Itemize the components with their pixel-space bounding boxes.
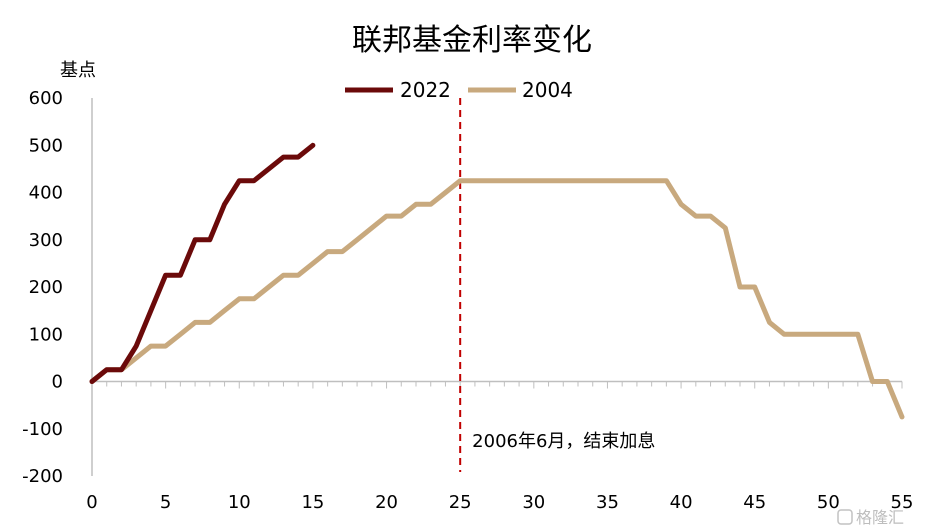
y-axis-ticks: -200 -100 0 100 200 300 400 500 600 — [22, 88, 63, 487]
y-tick-label: 100 — [29, 324, 63, 345]
legend-label-2004: 2004 — [522, 78, 573, 102]
x-tick-label: 0 — [86, 492, 97, 513]
x-tick-label: 50 — [817, 492, 840, 513]
watermark-logo-icon — [837, 509, 853, 525]
y-tick-label: 600 — [29, 88, 63, 109]
axes — [91, 98, 903, 476]
watermark-text: 格隆汇 — [856, 508, 904, 527]
y-tick-label: 300 — [29, 230, 63, 251]
x-axis-ticks: 0 5 10 15 20 25 30 35 40 45 50 55 — [86, 492, 913, 513]
series-line-2022 — [89, 142, 316, 384]
x-tick-label: 55 — [891, 492, 914, 513]
y-tick-label: -200 — [22, 466, 63, 487]
x-tick-label: 20 — [375, 492, 398, 513]
x-tick-label: 35 — [596, 492, 619, 513]
series-lines — [89, 142, 905, 420]
y-tick-label: -100 — [22, 419, 63, 440]
y-tick-label: 0 — [52, 372, 63, 393]
x-tick-label: 5 — [160, 492, 171, 513]
x-tick-label: 45 — [743, 492, 766, 513]
y-tick-label: 400 — [29, 183, 63, 204]
chart-title: 联邦基金利率变化 — [352, 23, 592, 58]
x-tick-label: 15 — [301, 492, 324, 513]
y-tick-label: 200 — [29, 277, 63, 298]
x-tick-label: 40 — [670, 492, 693, 513]
x-tick-label: 25 — [449, 492, 472, 513]
watermark: 格隆汇 — [837, 508, 904, 527]
legend: 2022 2004 — [345, 78, 573, 102]
series-line-2004 — [89, 178, 905, 420]
end-of-hikes-marker: 2006年6月，结束加息 — [459, 98, 655, 472]
x-tick-label: 10 — [228, 492, 251, 513]
end-of-hikes-label: 2006年6月，结束加息 — [472, 431, 655, 452]
x-tick-label: 30 — [522, 492, 545, 513]
y-tick-label: 500 — [29, 135, 63, 156]
y-axis-label: 基点 — [60, 60, 96, 81]
legend-label-2022: 2022 — [400, 78, 451, 102]
